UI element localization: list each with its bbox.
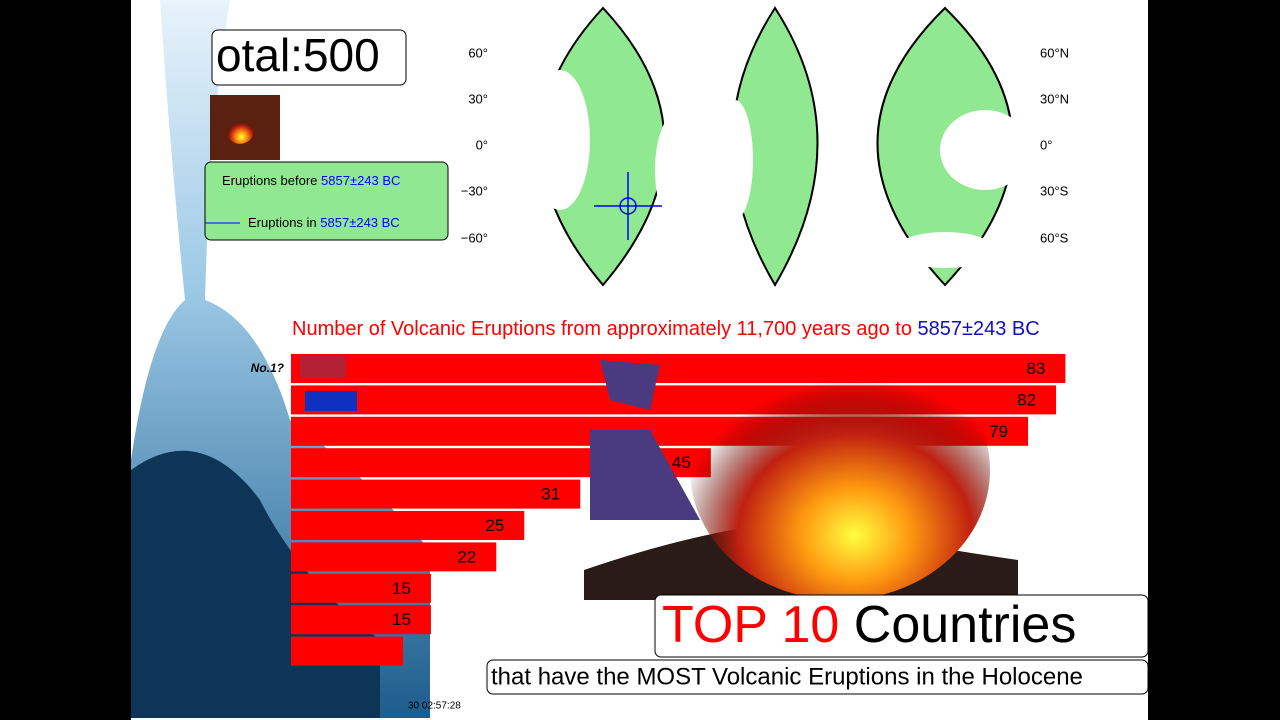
- subtitle-box: [486, 659, 1149, 695]
- legend-box: [204, 161, 449, 241]
- counter-box: [211, 29, 407, 86]
- map-lat-label: −60°: [461, 230, 488, 245]
- volcano-thumbnail-lava: [226, 116, 254, 144]
- map-marker: [594, 172, 662, 240]
- map-lat-label: 30°N: [1040, 91, 1069, 106]
- chart-title: Number of Volcanic Eruptions from approx…: [292, 318, 1040, 340]
- bar: [291, 605, 431, 635]
- map-lobe: [731, 6, 819, 287]
- subtitle: that have the MOST Volcanic Eruptions in…: [491, 663, 1083, 690]
- flag-russia: [305, 391, 357, 411]
- value-label: 25: [485, 516, 504, 535]
- map-lat-label: 30°: [468, 91, 488, 106]
- value-label: 79: [989, 422, 1008, 441]
- map-lat-label: 60°N: [1040, 45, 1069, 60]
- value-label: 45: [672, 453, 691, 472]
- map-lat-label: 60°: [468, 45, 488, 60]
- map-labels: 60° 30° 0° −30° −60° 60°N 30°N 0° 30°S 60°S: [461, 45, 1069, 245]
- map-lat-label: 60°S: [1040, 230, 1069, 245]
- map-lat-label: 30°S: [1040, 183, 1069, 198]
- legend-entry: Eruptions before 5857±243 BC: [222, 173, 400, 188]
- value-label: 15: [392, 610, 411, 629]
- bar: [291, 354, 1066, 383]
- value-label: 83: [1026, 359, 1045, 378]
- map-lat-label: 0°: [1040, 137, 1052, 152]
- bar: [291, 573, 431, 603]
- bar: [291, 511, 525, 540]
- bar: [291, 479, 581, 509]
- headline-box: [654, 594, 1149, 658]
- value-label: 31: [541, 485, 560, 504]
- bar: [291, 636, 403, 666]
- value-label: 15: [392, 579, 411, 598]
- value-label: 22: [457, 547, 476, 566]
- headline: TOP 10 Countries: [662, 596, 1076, 654]
- rank-label: No.1?: [251, 361, 285, 375]
- eruption-photo: [584, 340, 1018, 600]
- map-oceans: [530, 70, 1030, 268]
- map-lat-label: 0°: [476, 137, 488, 152]
- counter: otal:500: [216, 29, 380, 81]
- bar: [291, 542, 497, 572]
- value-label: 82: [1017, 390, 1036, 409]
- map-lat-label: −30°: [461, 183, 488, 198]
- flag-usa: [300, 356, 346, 378]
- timestamp: 30 02:57:28: [408, 701, 461, 712]
- legend-entry: Eruptions in 5857±243 BC: [248, 215, 400, 230]
